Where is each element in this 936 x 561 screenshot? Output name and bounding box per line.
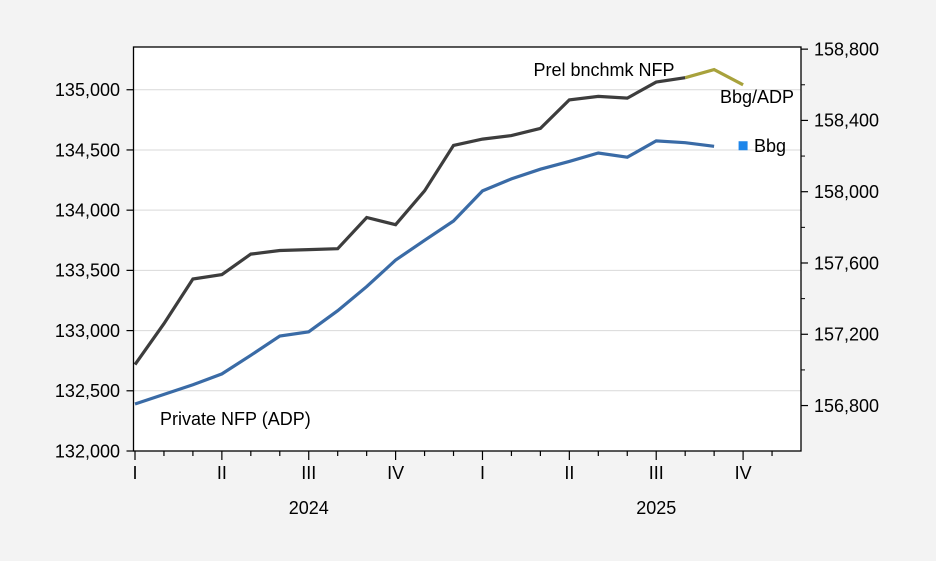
left-tick-label: 134,500 xyxy=(55,140,120,160)
series-line-prel-bnchmk-nfp xyxy=(133,76,686,366)
right-tick-label: 158,000 xyxy=(814,182,879,202)
series-private-nfp-adp xyxy=(134,139,715,406)
right-axis: 156,800 157,200 157,600 158,000 158,400 158,8… xyxy=(801,39,879,416)
series-bbg-adp xyxy=(684,67,744,87)
series-bbg xyxy=(738,141,748,151)
series-prel-bnchmk-nfp xyxy=(133,76,686,366)
right-tick-label: 157,600 xyxy=(814,253,879,273)
left-tick-label: 132,000 xyxy=(55,441,120,461)
right-tick-label: 158,800 xyxy=(814,39,879,59)
year-label: 2024 xyxy=(289,498,329,518)
left-tick-label: 133,500 xyxy=(55,261,120,281)
year-label: 2025 xyxy=(636,498,676,518)
plot-border xyxy=(132,46,802,452)
annotation-bbg-adp: Bbg/ADP xyxy=(720,87,794,107)
left-axis: 132,000 132,500 133,000 133,500 134,000 134,5… xyxy=(55,80,134,461)
marker-square-bbg xyxy=(738,141,748,151)
series-line-bbg-adp xyxy=(684,67,744,87)
quarter-label: III xyxy=(301,463,316,483)
series-line-private-nfp-adp xyxy=(134,139,715,406)
right-tick-label: 157,200 xyxy=(814,325,879,345)
quarter-label: IV xyxy=(387,463,404,483)
quarter-label: IV xyxy=(735,463,752,483)
annotation-prel-bnchmk-nfp: Prel bnchmk NFP xyxy=(533,60,674,80)
plot-area xyxy=(133,47,801,451)
quarter-label: I xyxy=(480,463,485,483)
right-tick-label: 156,800 xyxy=(814,396,879,416)
gridlines xyxy=(133,89,801,392)
quarter-label: II xyxy=(217,463,227,483)
left-tick-label: 132,500 xyxy=(55,381,120,401)
right-tick-label: 158,400 xyxy=(814,111,879,131)
annotation-private-nfp-adp: Private NFP (ADP) xyxy=(160,409,311,429)
left-tick-label: 135,000 xyxy=(55,80,120,100)
quarter-label: III xyxy=(649,463,664,483)
left-tick-label: 133,000 xyxy=(55,321,120,341)
quarter-label: I xyxy=(132,463,137,483)
left-tick-label: 134,000 xyxy=(55,200,120,220)
quarter-label: II xyxy=(564,463,574,483)
annotation-bbg: Bbg xyxy=(754,136,786,156)
